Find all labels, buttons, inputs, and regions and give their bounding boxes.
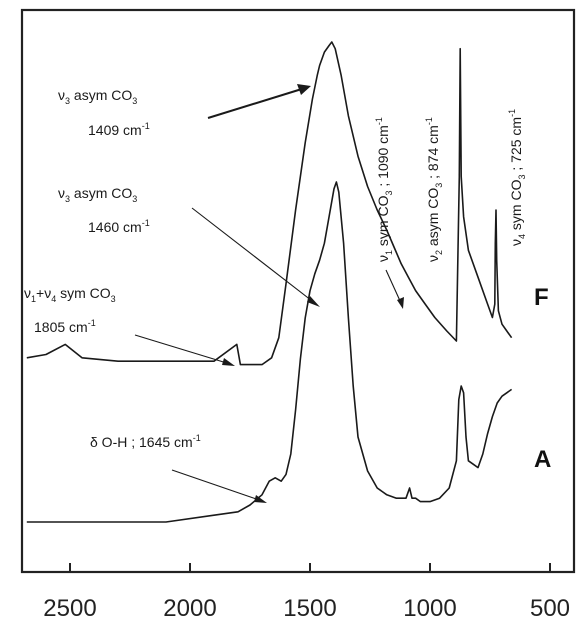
annotation-v3-1409: ν3 asym CO3 1409 cm-1 [58, 84, 311, 138]
annotation-v1v4-1805: ν1+ν4 sym CO3 1805 cm-1 [24, 285, 235, 366]
x-tick-label: 1500 [283, 595, 336, 622]
annotation-v1v4-1805-arrowhead [222, 358, 235, 366]
annotation-v3-1460-arrowhead [307, 296, 320, 307]
annotation-v1v4-1805-arrow [134, 334, 231, 365]
plot-frame [20, 8, 576, 574]
annotation-oh-1645-arrow [171, 469, 263, 502]
annotation-v1v4-1805-line2: 1805 cm-1 [34, 318, 96, 335]
x-tick-label: 2500 [43, 595, 96, 622]
trace-label-a: A [534, 446, 551, 473]
annotation-v3-1409-arrow [207, 87, 306, 119]
annotation-v2-874-text: ν2 asym CO3 ; 874 cm-1 [424, 117, 444, 262]
annotation-v3-1460-arrow [191, 207, 317, 305]
annotation-v1v4-1805-line1: ν1+ν4 sym CO3 [24, 285, 116, 304]
trace-label-f: F [534, 284, 549, 311]
annotation-v1-1090-arrow [385, 269, 402, 304]
annotation-oh-1645-arrowhead [254, 495, 267, 503]
annotation-v3-1460: ν3 asym CO3 1460 cm-1 [58, 185, 320, 307]
annotation-v4-725: ν4 sym CO3 ; 725 cm-1 [507, 109, 527, 246]
annotation-oh-1645: δ O-H ; 1645 cm-1 [90, 433, 267, 503]
annotation-v3-1409-line2: 1409 cm-1 [88, 121, 150, 138]
annotation-oh-1645-text: δ O-H ; 1645 cm-1 [90, 433, 201, 450]
annotation-v3-1409-arrowhead [297, 84, 311, 95]
x-tick-label: 2000 [163, 595, 216, 622]
annotation-v3-1460-line2: 1460 cm-1 [88, 218, 150, 235]
annotation-v2-874: ν2 asym CO3 ; 874 cm-1 [424, 117, 444, 262]
x-tick-label: 500 [530, 595, 570, 622]
annotation-v3-1409-line1: ν3 asym CO3 [58, 87, 137, 106]
annotation-v4-725-text: ν4 sym CO3 ; 725 cm-1 [507, 109, 527, 246]
annotation-v1-1090-text: ν1 sym CO3 ; 1090 cm-1 [374, 117, 394, 262]
annotation-v1-1090: ν1 sym CO3 ; 1090 cm-1 [374, 117, 404, 309]
annotation-v1-1090-arrowhead [397, 297, 404, 309]
annotation-v3-1460-line1: ν3 asym CO3 [58, 185, 137, 204]
x-tick-label: 1000 [403, 595, 456, 622]
spectrum-trace-a [26, 181, 513, 523]
spectrum-trace-f [26, 41, 513, 366]
spectra-traces [26, 41, 513, 523]
x-axis: 2500 2000 1500 1000 500 [43, 563, 570, 622]
